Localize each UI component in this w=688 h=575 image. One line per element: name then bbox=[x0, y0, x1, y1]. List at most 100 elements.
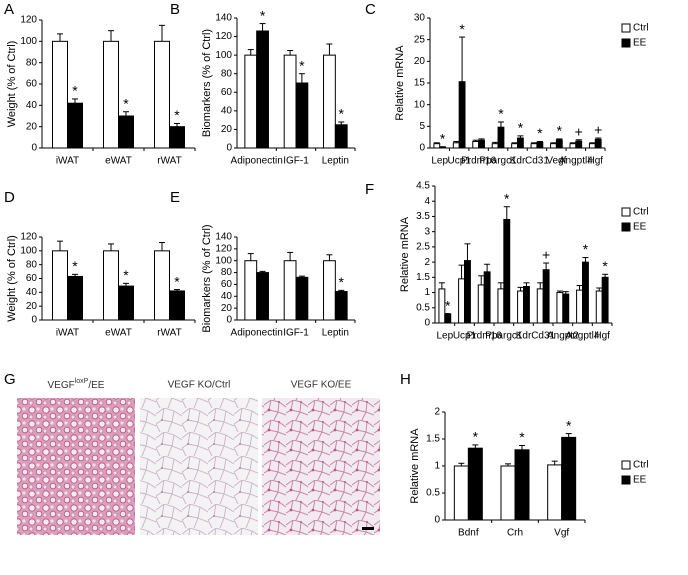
y-tick-label: 1 bbox=[434, 461, 440, 472]
significance-mark: * bbox=[123, 267, 129, 283]
x-tick-label: Prdm16 bbox=[461, 156, 496, 167]
bar bbox=[464, 260, 471, 324]
bar bbox=[503, 218, 511, 324]
x-tick-label: Kdr bbox=[516, 331, 532, 342]
bar bbox=[169, 290, 185, 321]
y-tick-label: 80 bbox=[221, 267, 233, 278]
panel-letter: E bbox=[170, 189, 180, 206]
y-tick-label: 0 bbox=[226, 315, 232, 326]
significance-mark: + bbox=[542, 247, 550, 263]
scale-bar bbox=[362, 527, 374, 530]
significance-mark: * bbox=[72, 258, 78, 274]
bar bbox=[576, 289, 583, 324]
bar bbox=[472, 141, 480, 149]
x-tick-label: Angpt2 bbox=[547, 331, 579, 342]
y-tick-label: 15 bbox=[414, 78, 426, 89]
bar bbox=[561, 436, 577, 521]
x-tick-label: IGF-1 bbox=[283, 156, 309, 167]
legend-label: EE bbox=[633, 222, 647, 233]
panel-letter: C bbox=[365, 1, 376, 18]
y-tick-label: 140 bbox=[215, 13, 232, 24]
bar bbox=[555, 139, 563, 149]
y-axis-label: Weight (% of Ctrl) bbox=[6, 41, 18, 128]
bar bbox=[67, 275, 83, 321]
x-tick-label: eWAT bbox=[105, 156, 132, 167]
y-tick-label: 60 bbox=[221, 87, 233, 98]
bar bbox=[542, 269, 550, 324]
y-tick-label: 0 bbox=[434, 515, 440, 526]
bar bbox=[244, 260, 258, 321]
bar bbox=[334, 291, 348, 321]
x-tick-label: eWAT bbox=[105, 328, 132, 339]
bar bbox=[523, 285, 530, 324]
bar bbox=[514, 449, 530, 521]
x-tick-label: Crh bbox=[507, 528, 523, 539]
bar bbox=[536, 141, 544, 149]
bar bbox=[295, 82, 309, 149]
y-tick-label: 2 bbox=[424, 257, 430, 268]
bar bbox=[582, 261, 589, 324]
x-tick-label: Lep bbox=[436, 331, 453, 342]
significance-mark: * bbox=[174, 273, 180, 289]
y-tick-label: 4.5 bbox=[416, 181, 430, 192]
x-tick-label: Ucp1 bbox=[447, 156, 471, 167]
bar bbox=[569, 143, 577, 149]
x-tick-label: IGF-1 bbox=[283, 328, 309, 339]
legend-label: Ctrl bbox=[633, 207, 649, 218]
y-tick-label: 0 bbox=[226, 143, 232, 154]
bar bbox=[595, 290, 603, 324]
bar bbox=[588, 143, 596, 149]
bar bbox=[594, 138, 602, 149]
bar bbox=[439, 146, 447, 149]
bar bbox=[118, 285, 134, 321]
y-axis-label: Relative mRNA bbox=[394, 45, 406, 121]
y-tick-label: 0.5 bbox=[426, 488, 440, 499]
bar bbox=[575, 140, 583, 149]
bar bbox=[334, 124, 348, 149]
bar bbox=[517, 137, 524, 149]
legend-swatch bbox=[621, 207, 631, 217]
significance-mark: * bbox=[445, 297, 451, 313]
y-tick-label: 80 bbox=[26, 57, 38, 68]
legend-swatch bbox=[621, 38, 631, 48]
y-tick-label: 10 bbox=[414, 99, 426, 110]
legend-swatch bbox=[621, 23, 631, 33]
significance-mark: * bbox=[602, 258, 608, 274]
x-tick-label: Vgf bbox=[554, 528, 569, 539]
bar bbox=[52, 40, 68, 149]
micrograph bbox=[262, 398, 380, 535]
bar bbox=[556, 292, 564, 324]
bar bbox=[444, 313, 452, 324]
bar bbox=[453, 465, 469, 521]
significance-mark: * bbox=[72, 83, 78, 99]
y-tick-label: 0 bbox=[31, 143, 37, 154]
y-tick-label: 140 bbox=[215, 232, 232, 243]
y-axis-label: Relative mRNA bbox=[399, 216, 411, 292]
y-tick-label: 80 bbox=[221, 68, 233, 79]
y-axis-label: Weight (% of Ctrl) bbox=[6, 235, 18, 322]
x-tick-label: Prdm16 bbox=[467, 331, 502, 342]
bar bbox=[256, 30, 269, 149]
x-tick-label: Ucp1 bbox=[453, 331, 477, 342]
bar bbox=[547, 464, 563, 521]
significance-mark: * bbox=[518, 120, 524, 136]
bar bbox=[536, 288, 544, 324]
y-tick-label: 120 bbox=[20, 232, 37, 243]
panel-letter: G bbox=[4, 371, 16, 388]
bar bbox=[477, 284, 485, 324]
y-tick-label: 60 bbox=[221, 279, 233, 290]
image-caption: VEGF KO/Ctrl bbox=[168, 380, 231, 391]
bar bbox=[103, 40, 119, 149]
significance-mark: + bbox=[575, 123, 583, 139]
y-tick-label: 20 bbox=[221, 124, 233, 135]
panel-letter: B bbox=[170, 1, 180, 18]
y-axis-label: Biomarkers (% of Ctrl) bbox=[201, 29, 213, 137]
legend-label: EE bbox=[633, 475, 647, 486]
y-tick-label: 100 bbox=[20, 245, 37, 256]
significance-mark: * bbox=[504, 190, 510, 206]
significance-mark: * bbox=[566, 417, 572, 433]
y-tick-label: 0 bbox=[424, 318, 430, 329]
y-tick-label: 20 bbox=[221, 303, 233, 314]
x-tick-label: Ppargc1 bbox=[485, 331, 523, 342]
y-tick-label: 3.5 bbox=[416, 211, 430, 222]
